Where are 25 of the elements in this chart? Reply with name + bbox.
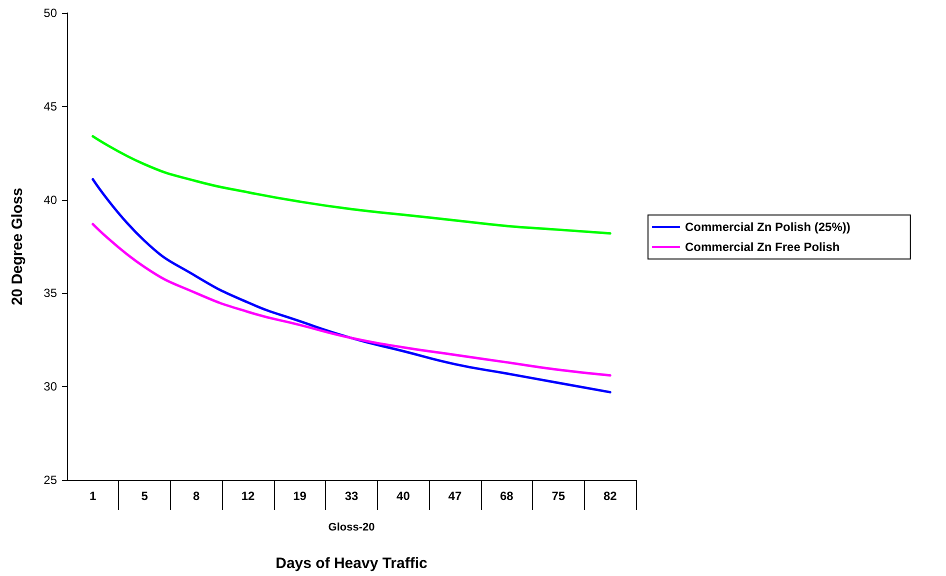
x-tick-label: 68	[500, 489, 514, 503]
y-tick-label: 50	[44, 6, 58, 20]
legend-label: Commercial Zn Polish (25%))	[685, 220, 850, 234]
y-tick-label: 45	[44, 99, 58, 114]
x-axis-title: Days of Heavy Traffic	[276, 555, 428, 572]
line-series	[92, 178, 612, 394]
x-tick-label: 8	[192, 489, 200, 503]
x-tick-label: 12	[241, 489, 256, 503]
y-tick-label: 30	[44, 380, 58, 394]
x-tick-label: 40	[396, 489, 410, 503]
x-tick-label: 75	[552, 489, 566, 503]
x-tick-label: 82	[603, 489, 618, 503]
text: Gloss-20	[328, 522, 375, 534]
line-series	[92, 222, 612, 377]
x-tick-label: 33	[344, 489, 358, 503]
line-series	[92, 135, 612, 235]
x-tick-label: 19	[293, 489, 307, 503]
y-axis-title: 20 Degree Gloss	[9, 188, 26, 306]
x-tick-label: 5	[141, 489, 148, 503]
legend-label: Commercial Zn Free Polish	[685, 240, 840, 254]
y-tick-label: 25	[44, 473, 58, 487]
x-tick-label: 1	[90, 489, 97, 503]
y-tick-label: 40	[44, 192, 58, 207]
y-tick-label: 35	[44, 286, 58, 300]
x-tick-label: 47	[448, 489, 462, 503]
